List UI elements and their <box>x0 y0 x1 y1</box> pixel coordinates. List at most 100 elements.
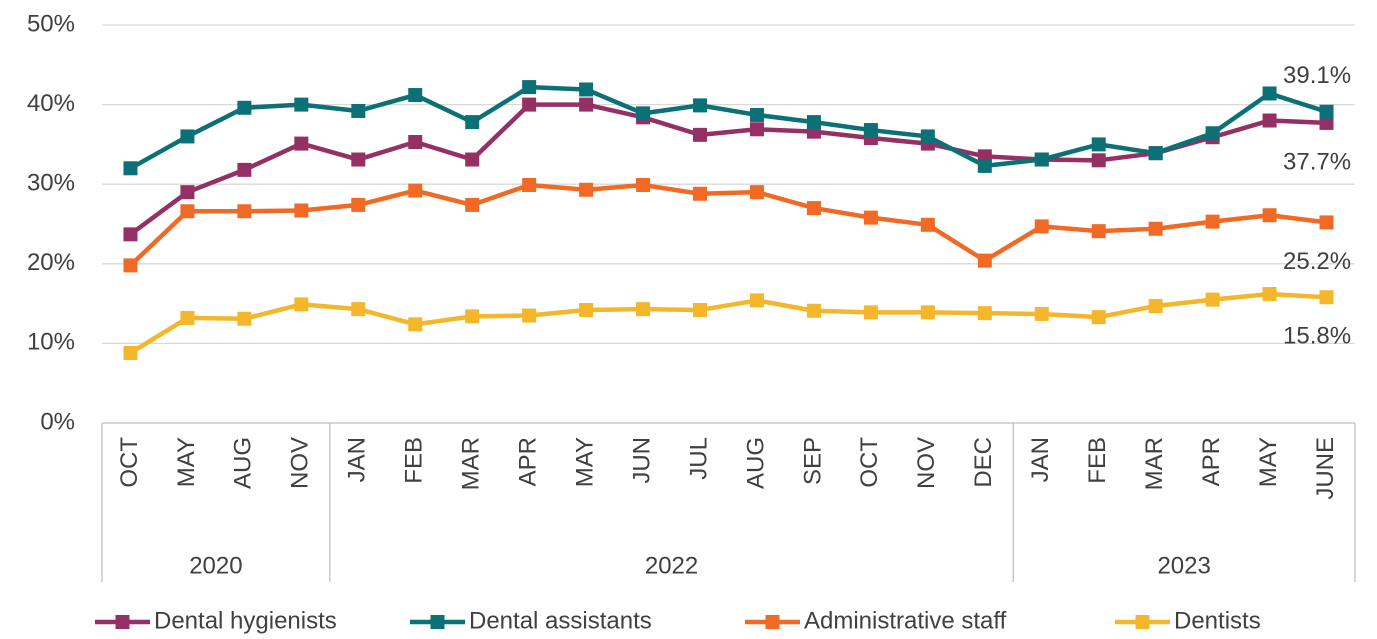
x-tick-label: APR <box>1198 437 1225 486</box>
y-tick-label: 20% <box>27 249 75 276</box>
legend-label: Dental hygienists <box>154 607 337 634</box>
point-marker <box>579 182 594 197</box>
point-marker <box>522 80 537 95</box>
point-marker <box>1319 290 1334 305</box>
point-marker <box>294 136 309 151</box>
point-marker <box>977 253 992 268</box>
point-marker <box>351 152 366 167</box>
point-marker <box>1319 115 1334 130</box>
point-marker <box>1262 287 1277 302</box>
point-marker <box>237 100 252 115</box>
legend-label: Dentists <box>1174 607 1261 634</box>
x-tick-label: MAY <box>173 437 200 487</box>
point-marker <box>1034 219 1049 234</box>
point-marker <box>237 204 252 219</box>
x-tick-label: SEP <box>799 437 826 485</box>
point-marker <box>579 302 594 317</box>
point-marker <box>693 302 708 317</box>
point-marker <box>1148 146 1163 161</box>
point-marker <box>522 177 537 192</box>
point-marker <box>920 305 935 320</box>
point-marker <box>522 308 537 323</box>
x-tick-label: FEB <box>401 437 428 484</box>
point-marker <box>920 129 935 144</box>
point-marker <box>1205 126 1220 141</box>
point-marker <box>1091 137 1106 152</box>
point-marker <box>806 201 821 216</box>
x-tick-label: APR <box>515 437 542 486</box>
y-tick-label: 0% <box>40 408 75 435</box>
x-tick-label: MAR <box>1141 437 1168 490</box>
x-tick-label: OCT <box>116 437 143 488</box>
series-line <box>129 291 1327 355</box>
point-marker <box>1205 214 1220 229</box>
point-marker <box>1091 224 1106 239</box>
point-marker <box>749 107 764 122</box>
point-marker <box>636 106 651 121</box>
y-tick-label: 40% <box>27 90 75 117</box>
x-tick-label: FEB <box>1084 437 1111 484</box>
point-marker <box>806 303 821 318</box>
point-marker <box>1205 292 1220 307</box>
x-tick-label: AUG <box>230 437 257 489</box>
point-marker <box>863 210 878 225</box>
point-marker <box>180 204 195 219</box>
legend-marker <box>115 615 130 629</box>
point-marker <box>180 129 195 144</box>
legend-marker <box>765 615 780 629</box>
point-marker <box>1319 215 1334 230</box>
legend-marker <box>430 615 445 629</box>
point-marker <box>1091 153 1106 168</box>
x-tick-label: MAR <box>458 437 485 490</box>
point-marker <box>977 306 992 321</box>
y-tick-label: 10% <box>27 329 75 356</box>
x-tick-label: OCT <box>856 437 883 488</box>
point-marker <box>863 305 878 320</box>
point-marker <box>123 161 138 176</box>
point-marker <box>180 185 195 200</box>
point-marker <box>237 162 252 177</box>
x-tick-label: MAY <box>1255 437 1282 487</box>
point-marker <box>294 297 309 312</box>
point-marker <box>579 82 594 97</box>
point-marker <box>465 309 480 324</box>
series-line <box>129 102 1327 237</box>
end-label: 15.8% <box>1283 323 1351 350</box>
point-marker <box>408 183 423 198</box>
point-marker <box>351 103 366 118</box>
point-marker <box>1034 306 1049 321</box>
point-marker <box>1262 113 1277 128</box>
legend-label: Dental assistants <box>469 607 652 634</box>
y-tick-label: 30% <box>27 170 75 197</box>
point-marker <box>123 258 138 273</box>
point-marker <box>579 97 594 112</box>
group-label: 2023 <box>1157 552 1210 579</box>
point-marker <box>1148 221 1163 236</box>
legend-label: Administrative staff <box>804 607 1007 634</box>
group-label: 2020 <box>189 552 242 579</box>
x-tick-label: JUL <box>685 437 712 480</box>
x-tick-label: JAN <box>344 437 371 482</box>
point-marker <box>749 185 764 200</box>
group-label: 2022 <box>645 552 698 579</box>
point-marker <box>693 127 708 142</box>
point-marker <box>863 123 878 138</box>
x-tick-label: DEC <box>970 437 997 488</box>
point-marker <box>351 197 366 212</box>
x-tick-label: NOV <box>287 437 314 489</box>
point-marker <box>693 98 708 113</box>
point-marker <box>636 302 651 317</box>
x-tick-label: JAN <box>1027 437 1054 482</box>
point-marker <box>465 197 480 212</box>
point-marker <box>1091 310 1106 325</box>
point-marker <box>351 302 366 317</box>
x-tick-label: JUN <box>628 437 655 484</box>
series-line <box>129 84 1328 171</box>
series-line <box>128 182 1327 268</box>
point-marker <box>294 203 309 218</box>
point-marker <box>1262 86 1277 101</box>
y-tick-label: 50% <box>27 10 75 37</box>
point-marker <box>408 135 423 150</box>
end-label: 39.1% <box>1283 62 1351 89</box>
